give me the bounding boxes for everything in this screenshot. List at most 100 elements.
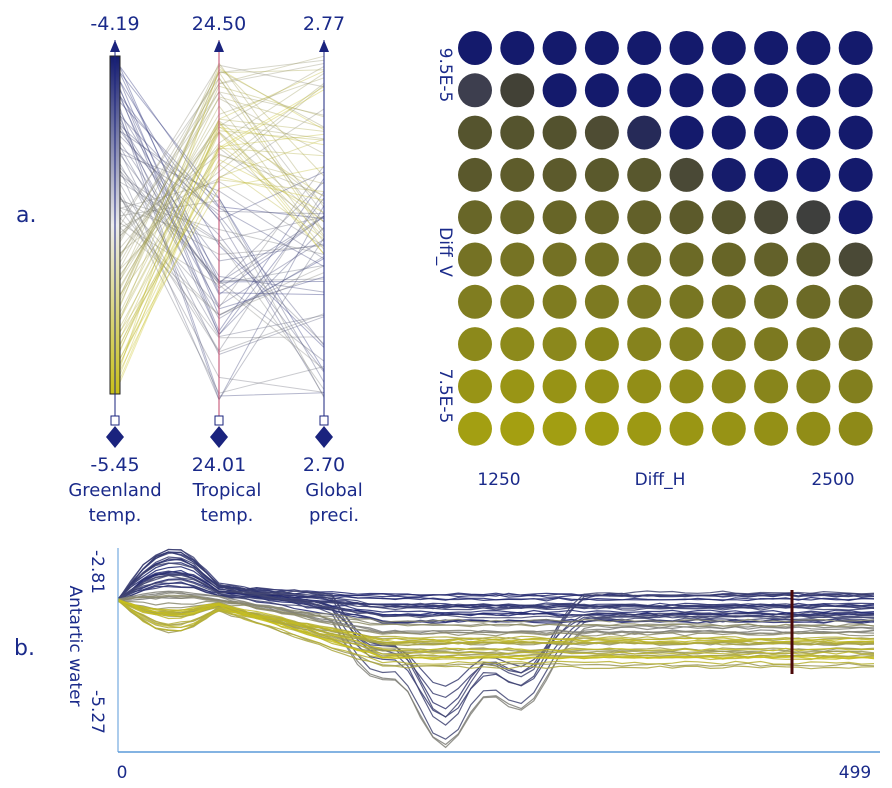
heatmap-dot[interactable] [500,200,535,235]
heatmap-dot[interactable] [500,242,535,277]
axis-handle-2[interactable] [210,415,228,448]
heatmap-dot[interactable] [627,327,662,362]
heatmap-dot[interactable] [838,200,873,235]
heatmap-dot[interactable] [500,369,535,404]
heatmap-dot[interactable] [711,284,746,319]
heatmap-dot[interactable] [542,284,577,319]
heatmap-dot[interactable] [754,157,789,192]
heatmap-dot[interactable] [838,31,873,65]
heatmap-dot[interactable] [711,115,746,150]
heatmap-dot[interactable] [796,31,831,65]
heatmap-dot[interactable] [542,200,577,235]
heatmap-dot[interactable] [584,284,619,319]
heatmap-dot[interactable] [838,369,873,404]
heatmap-dot[interactable] [669,200,704,235]
axis-handle-3[interactable] [315,415,333,448]
heatmap-dot[interactable] [500,411,535,446]
heatmap-dot[interactable] [584,115,619,150]
heatmap-dot[interactable] [458,369,492,404]
heatmap-dot[interactable] [627,200,662,235]
heatmap-dot[interactable] [796,411,831,446]
heatmap-dot[interactable] [669,242,704,277]
heatmap-dot[interactable] [754,31,789,65]
heatmap-dot[interactable] [711,157,746,192]
heatmap-dot[interactable] [542,411,577,446]
heatmap-dot[interactable] [584,31,619,65]
heatmap-dot[interactable] [754,242,789,277]
heatmap-dot[interactable] [754,200,789,235]
heatmap-dot[interactable] [458,157,492,192]
heatmap-dot[interactable] [584,200,619,235]
heatmap-dot[interactable] [796,369,831,404]
heatmap-dot[interactable] [669,31,704,65]
heatmap-dot[interactable] [458,200,492,235]
heatmap-dot[interactable] [500,73,535,108]
heatmap-dot[interactable] [754,369,789,404]
heatmap-dot[interactable] [796,115,831,150]
heatmap-dot[interactable] [500,31,535,65]
heatmap-dot[interactable] [796,157,831,192]
heatmap-dot[interactable] [458,115,492,150]
heatmap-dot[interactable] [627,242,662,277]
heatmap-dot[interactable] [542,369,577,404]
heatmap-dot[interactable] [711,327,746,362]
heatmap-dot[interactable] [627,369,662,404]
heatmap-dot[interactable] [542,115,577,150]
heatmap-dot[interactable] [669,411,704,446]
heatmap-dot[interactable] [796,73,831,108]
heatmap-dot[interactable] [754,411,789,446]
heatmap-dot[interactable] [542,327,577,362]
heatmap-dot[interactable] [542,31,577,65]
heatmap-dot[interactable] [838,73,873,108]
heatmap-dot[interactable] [584,242,619,277]
heatmap-dot[interactable] [458,242,492,277]
heatmap-dot[interactable] [669,327,704,362]
heatmap-dot[interactable] [458,411,492,446]
heatmap-dot[interactable] [500,157,535,192]
axis-handle-1[interactable] [106,415,124,448]
axis-top-arrow-2[interactable] [214,40,224,52]
heatmap-dot[interactable] [838,284,873,319]
heatmap-dot[interactable] [627,31,662,65]
heatmap-dot[interactable] [838,411,873,446]
heatmap-dot[interactable] [754,115,789,150]
heatmap-dot[interactable] [627,73,662,108]
heatmap-dot[interactable] [796,242,831,277]
heatmap-dot[interactable] [584,73,619,108]
heatmap-dot[interactable] [711,73,746,108]
heatmap-dot[interactable] [584,327,619,362]
heatmap-dot[interactable] [542,157,577,192]
heatmap-dot[interactable] [458,284,492,319]
heatmap-dot[interactable] [711,200,746,235]
heatmap-dot[interactable] [669,73,704,108]
axis-top-arrow-3[interactable] [319,40,329,52]
heatmap-dot[interactable] [542,242,577,277]
heatmap-dot[interactable] [500,284,535,319]
axis-top-arrow-1[interactable] [110,40,120,52]
heatmap-dot[interactable] [754,284,789,319]
heatmap-dot[interactable] [458,31,492,65]
heatmap-dot[interactable] [669,284,704,319]
heatmap-dot[interactable] [542,73,577,108]
heatmap-dot[interactable] [711,369,746,404]
heatmap-dot[interactable] [796,327,831,362]
heatmap-dot[interactable] [669,115,704,150]
heatmap-dot[interactable] [838,327,873,362]
heatmap-dot[interactable] [669,369,704,404]
heatmap-dot[interactable] [838,115,873,150]
heatmap-dot[interactable] [838,242,873,277]
heatmap-dot[interactable] [669,157,704,192]
heatmap-dot[interactable] [458,327,492,362]
heatmap-dot[interactable] [796,284,831,319]
heatmap-dot[interactable] [584,369,619,404]
heatmap-dot[interactable] [754,73,789,108]
heatmap-dot[interactable] [796,200,831,235]
heatmap-dot[interactable] [711,31,746,65]
heatmap-dot[interactable] [500,115,535,150]
heatmap-dot[interactable] [627,411,662,446]
heatmap-dot[interactable] [627,284,662,319]
heatmap-dot[interactable] [838,157,873,192]
heatmap-dot[interactable] [584,411,619,446]
heatmap-dot[interactable] [627,157,662,192]
heatmap-dot[interactable] [584,157,619,192]
